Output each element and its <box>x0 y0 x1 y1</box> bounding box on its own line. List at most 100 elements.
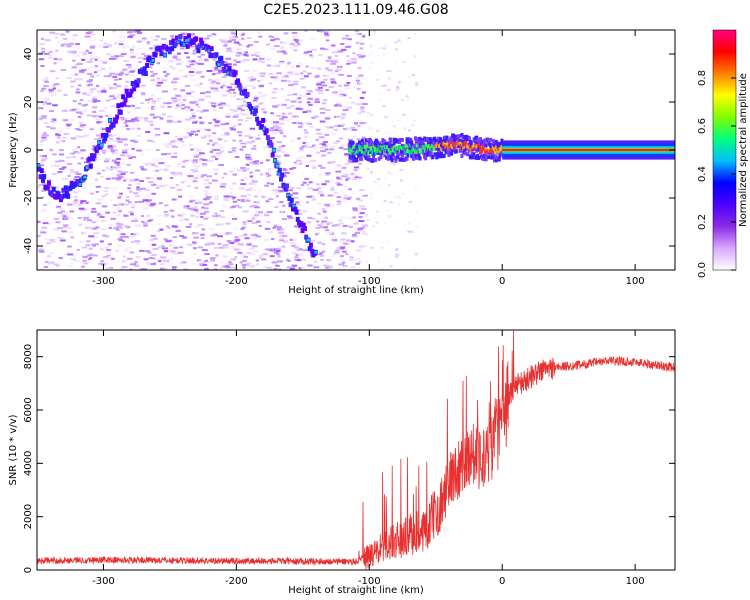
spectrogram-speckle <box>106 168 111 171</box>
spectrogram-speckle <box>136 40 142 43</box>
spectrogram-speckle <box>259 173 264 176</box>
spectrogram-track-cell <box>113 118 118 124</box>
spectrogram-speckle <box>267 267 274 270</box>
spectrogram-speckle <box>122 149 128 152</box>
spectrogram-speckle <box>206 34 212 37</box>
spectrogram-speckle <box>283 104 288 107</box>
spectrogram-band-peak <box>379 144 383 149</box>
spectrogram-speckle <box>116 214 122 217</box>
spectrogram-speckle <box>142 168 148 171</box>
spectrogram-speckle <box>304 177 309 180</box>
spectrogram-speckle <box>121 138 128 141</box>
spectrogram-speckle <box>365 215 369 218</box>
spectrogram-speckle <box>199 97 205 100</box>
spectrogram-speckle <box>280 88 284 91</box>
spectrogram-speckle <box>56 136 61 139</box>
spectrogram-speckle <box>120 172 126 175</box>
spectrogram-track-cell <box>88 163 93 169</box>
spectrogram-speckle <box>397 119 401 122</box>
spectrogram-speckle <box>314 233 319 236</box>
spectrogram-band-cell <box>492 158 496 163</box>
spectrogram-speckle <box>292 93 298 96</box>
spectrogram-track-peak <box>151 58 155 62</box>
spectrogram-speckle <box>399 179 403 182</box>
spectrogram-speckle <box>281 171 286 174</box>
spectrogram-speckle <box>121 151 128 154</box>
spectrogram-speckle <box>189 45 195 48</box>
spectrogram-speckle <box>278 146 283 149</box>
spectrogram-speckle <box>230 258 236 261</box>
spectrogram-speckle <box>219 150 225 153</box>
spectrogram-speckle <box>195 215 199 218</box>
spectrogram-speckle <box>230 241 234 244</box>
spectrogram-speckle <box>86 60 93 63</box>
spectrogram-speckle <box>302 181 307 184</box>
spectrogram-speckle <box>67 253 74 256</box>
spectrogram-speckle <box>341 48 347 51</box>
spectrogram-track-cell <box>121 94 126 100</box>
spectrogram-speckle <box>111 172 115 175</box>
spectrogram-speckle <box>186 205 190 208</box>
spectrogram-speckle <box>309 55 314 58</box>
spectrogram-speckle <box>204 134 210 137</box>
spectrogram-speckle <box>256 220 261 223</box>
spectrogram-track-peak <box>37 164 40 168</box>
spectrogram-track-cell <box>285 183 290 189</box>
spectrogram-speckle <box>201 174 207 177</box>
spectrogram-speckle <box>227 40 232 43</box>
spectrogram-speckle <box>109 95 115 98</box>
spectrogram-speckle <box>84 103 89 106</box>
spectrogram-speckle <box>415 83 419 86</box>
spectrogram-speckle <box>217 138 223 141</box>
spectrogram-speckle <box>281 144 286 147</box>
spectrogram-speckle <box>42 79 49 82</box>
spectrogram-speckle <box>336 247 341 250</box>
spectrogram-speckle <box>368 66 372 69</box>
spectrogram-speckle <box>407 129 411 132</box>
spectrogram-speckle <box>153 183 157 186</box>
spectrogram-speckle <box>41 50 45 53</box>
spectrogram-speckle <box>133 119 139 122</box>
spectrogram-speckle <box>265 172 269 175</box>
spectrogram-speckle <box>228 263 234 266</box>
spectrogram-speckle <box>190 67 196 70</box>
spectrogram-band-peak <box>446 141 450 146</box>
spectrogram-speckle <box>232 91 237 94</box>
spectrogram-speckle <box>377 47 381 50</box>
spectrogram-speckle <box>225 115 231 118</box>
spectrogram-speckle <box>226 47 232 50</box>
spectrogram-speckle <box>290 267 296 270</box>
spectrogram-band-cell <box>377 150 381 155</box>
spectrogram-speckle <box>343 175 349 178</box>
spectrogram-speckle <box>169 209 175 212</box>
spectrogram-speckle <box>199 121 205 124</box>
spectrogram-band-cell <box>436 139 440 144</box>
spectrogram-speckle <box>220 223 224 226</box>
spectrogram-speckle <box>170 171 176 174</box>
spectrogram-speckle <box>53 263 59 266</box>
spectrogram-speckle <box>111 159 117 162</box>
spectrogram-speckle <box>164 169 170 172</box>
spectrogram-band-cell <box>399 149 403 154</box>
spectrogram-band-peak <box>483 149 487 154</box>
spectrogram-speckle <box>94 100 101 103</box>
spectrogram-speckle <box>156 230 161 233</box>
spectrogram-speckle <box>40 231 47 234</box>
spectrogram-speckle <box>395 255 399 258</box>
spectrogram-speckle <box>92 145 98 148</box>
spectrogram-x-tick-label: 100 <box>626 276 645 287</box>
spectrogram-band-cell <box>372 151 376 156</box>
spectrogram-speckle <box>389 201 393 204</box>
spectrogram-speckle <box>107 84 111 87</box>
spectrogram-speckle <box>358 215 363 218</box>
spectrogram-speckle <box>397 80 401 83</box>
spectrogram-track-cell <box>203 43 208 49</box>
spectrogram-speckle <box>299 77 305 80</box>
spectrogram-speckle <box>239 261 243 264</box>
spectrogram-speckle <box>101 149 107 152</box>
spectrogram-speckle <box>220 105 225 108</box>
spectrogram-speckle <box>98 109 105 112</box>
spectrogram-speckle <box>299 108 304 111</box>
spectrogram-band-cell <box>358 140 362 145</box>
